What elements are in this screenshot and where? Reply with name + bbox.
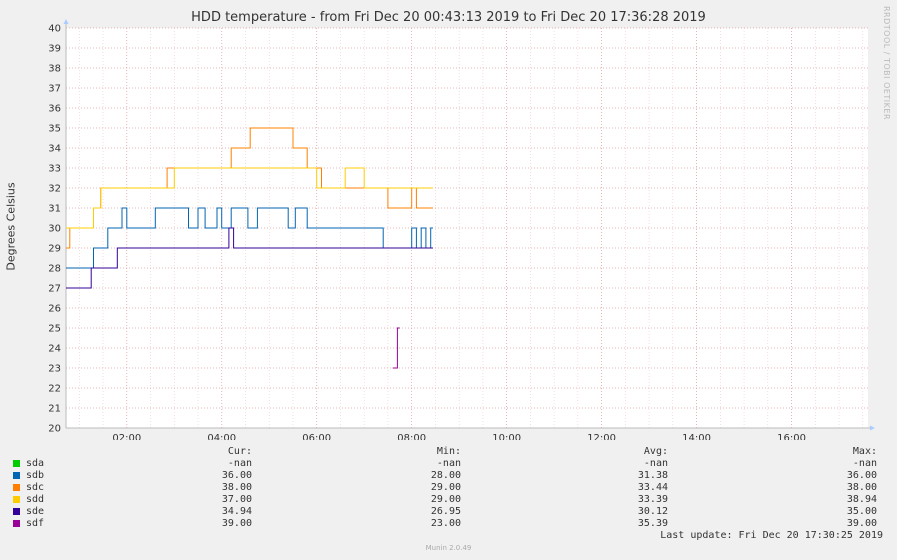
legend-cur: 36.00 [221, 470, 252, 481]
legend-max: 38.94 [846, 494, 877, 505]
y-tick-label: 28 [48, 264, 61, 275]
x-axis-arrow [870, 425, 875, 431]
legend-name: sdc [26, 482, 45, 493]
legend-name: sdb [26, 470, 45, 481]
legend-row-sda: sda -nan -nan -nan -nan [0, 458, 897, 470]
legend-cur: 39.00 [221, 518, 252, 529]
legend-max: 35.00 [846, 506, 877, 517]
legend-max: -nan [852, 458, 877, 469]
legend-header: Cur: Min: Avg: Max: [0, 446, 897, 458]
rrdtool-credit: RRDTOOL / TOBI OETIKER [882, 6, 891, 121]
legend-swatch-sde [13, 508, 20, 515]
legend-row-sdd: sdd 37.00 29.00 33.39 38.94 [0, 494, 897, 506]
last-update: Last update: Fri Dec 20 17:30:25 2019 [660, 530, 883, 541]
y-tick-label: 36 [48, 104, 61, 115]
x-tick-label: 08:00 [397, 433, 426, 440]
y-tick-label: 32 [48, 184, 61, 195]
legend-avg: 30.12 [637, 506, 668, 517]
plot-area [66, 28, 868, 428]
header-cur: Cur: [227, 446, 252, 457]
x-tick-label: 14:00 [682, 433, 711, 440]
y-tick-label: 40 [48, 24, 61, 35]
x-tick-label: 06:00 [302, 433, 331, 440]
y-tick-label: 34 [48, 144, 61, 155]
y-tick-label: 37 [48, 84, 61, 95]
chart-title: HDD temperature - from Fri Dec 20 00:43:… [191, 10, 706, 25]
legend-max: 38.00 [846, 482, 877, 493]
legend-min: 28.00 [430, 470, 461, 481]
legend-swatch-sdd [13, 496, 20, 503]
legend-row-sdc: sdc 38.00 29.00 33.44 38.00 [0, 482, 897, 494]
legend-avg: 35.39 [637, 518, 668, 529]
y-tick-label: 27 [48, 284, 61, 295]
header-max: Max: [852, 446, 877, 457]
legend-swatch-sdc [13, 484, 20, 491]
y-tick-label: 33 [48, 164, 61, 175]
y-tick-label: 30 [48, 224, 61, 235]
x-tick-label: 02:00 [112, 433, 141, 440]
y-tick-label: 31 [48, 204, 61, 215]
y-tick-label: 20 [48, 424, 61, 435]
legend-max: 36.00 [846, 470, 877, 481]
x-tick-label: 04:00 [207, 433, 236, 440]
series-line-sdd [66, 167, 433, 229]
legend-swatch-sda [13, 460, 20, 467]
legend-swatch-sdb [13, 472, 20, 479]
legend-row-sdb: sdb 36.00 28.00 31.38 36.00 [0, 470, 897, 482]
legend-min: 23.00 [430, 518, 461, 529]
legend-name: sda [26, 458, 45, 469]
x-tick-label: 12:00 [587, 433, 616, 440]
legend-cur: 34.94 [221, 506, 252, 517]
footer-version: Munin 2.0.49 [425, 544, 472, 552]
y-tick-label: 22 [48, 384, 61, 395]
y-tick-label: 29 [48, 244, 61, 255]
legend-row-sdf: sdf 39.00 23.00 35.39 39.00 [0, 518, 897, 530]
legend-name: sdf [26, 518, 45, 529]
legend-name: sde [26, 506, 45, 517]
x-tick-label: 16:00 [777, 433, 806, 440]
legend-row-sde: sde 34.94 26.95 30.12 35.00 [0, 506, 897, 518]
legend-avg: -nan [643, 458, 668, 469]
y-axis-label: Degrees Celsius [4, 182, 18, 271]
legend-avg: 31.38 [637, 470, 668, 481]
legend-avg: 33.44 [637, 482, 668, 493]
series-line-sdf [392, 327, 400, 369]
y-tick-label: 23 [48, 364, 61, 375]
legend-min: -nan [436, 458, 461, 469]
y-tick-label: 21 [48, 404, 61, 415]
legend-min: 29.00 [430, 494, 461, 505]
series-line-sdb [66, 207, 433, 269]
legend-cur: 37.00 [221, 494, 252, 505]
header-avg: Avg: [643, 446, 668, 457]
legend-max: 39.00 [846, 518, 877, 529]
legend-cur: 38.00 [221, 482, 252, 493]
legend-min: 26.95 [430, 506, 461, 517]
y-tick-label: 26 [48, 304, 61, 315]
legend-min: 29.00 [430, 482, 461, 493]
y-tick-label: 35 [48, 124, 61, 135]
y-tick-label: 25 [48, 324, 61, 335]
legend-name: sdd [26, 494, 45, 505]
y-tick-label: 39 [48, 44, 61, 55]
legend-avg: 33.39 [637, 494, 668, 505]
chart-svg: 02:00 04:00 06:00 08:00 10:00 12:00 14:00 16:00… [48, 19, 875, 440]
series-line-sde [66, 227, 433, 289]
header-min: Min: [436, 446, 461, 457]
y-axis-arrow [63, 19, 69, 24]
legend-cur: -nan [227, 458, 252, 469]
y-tick-label: 24 [48, 344, 61, 355]
y-tick-label: 38 [48, 64, 61, 75]
legend-swatch-sdf [13, 520, 20, 527]
x-tick-label: 10:00 [492, 433, 521, 440]
